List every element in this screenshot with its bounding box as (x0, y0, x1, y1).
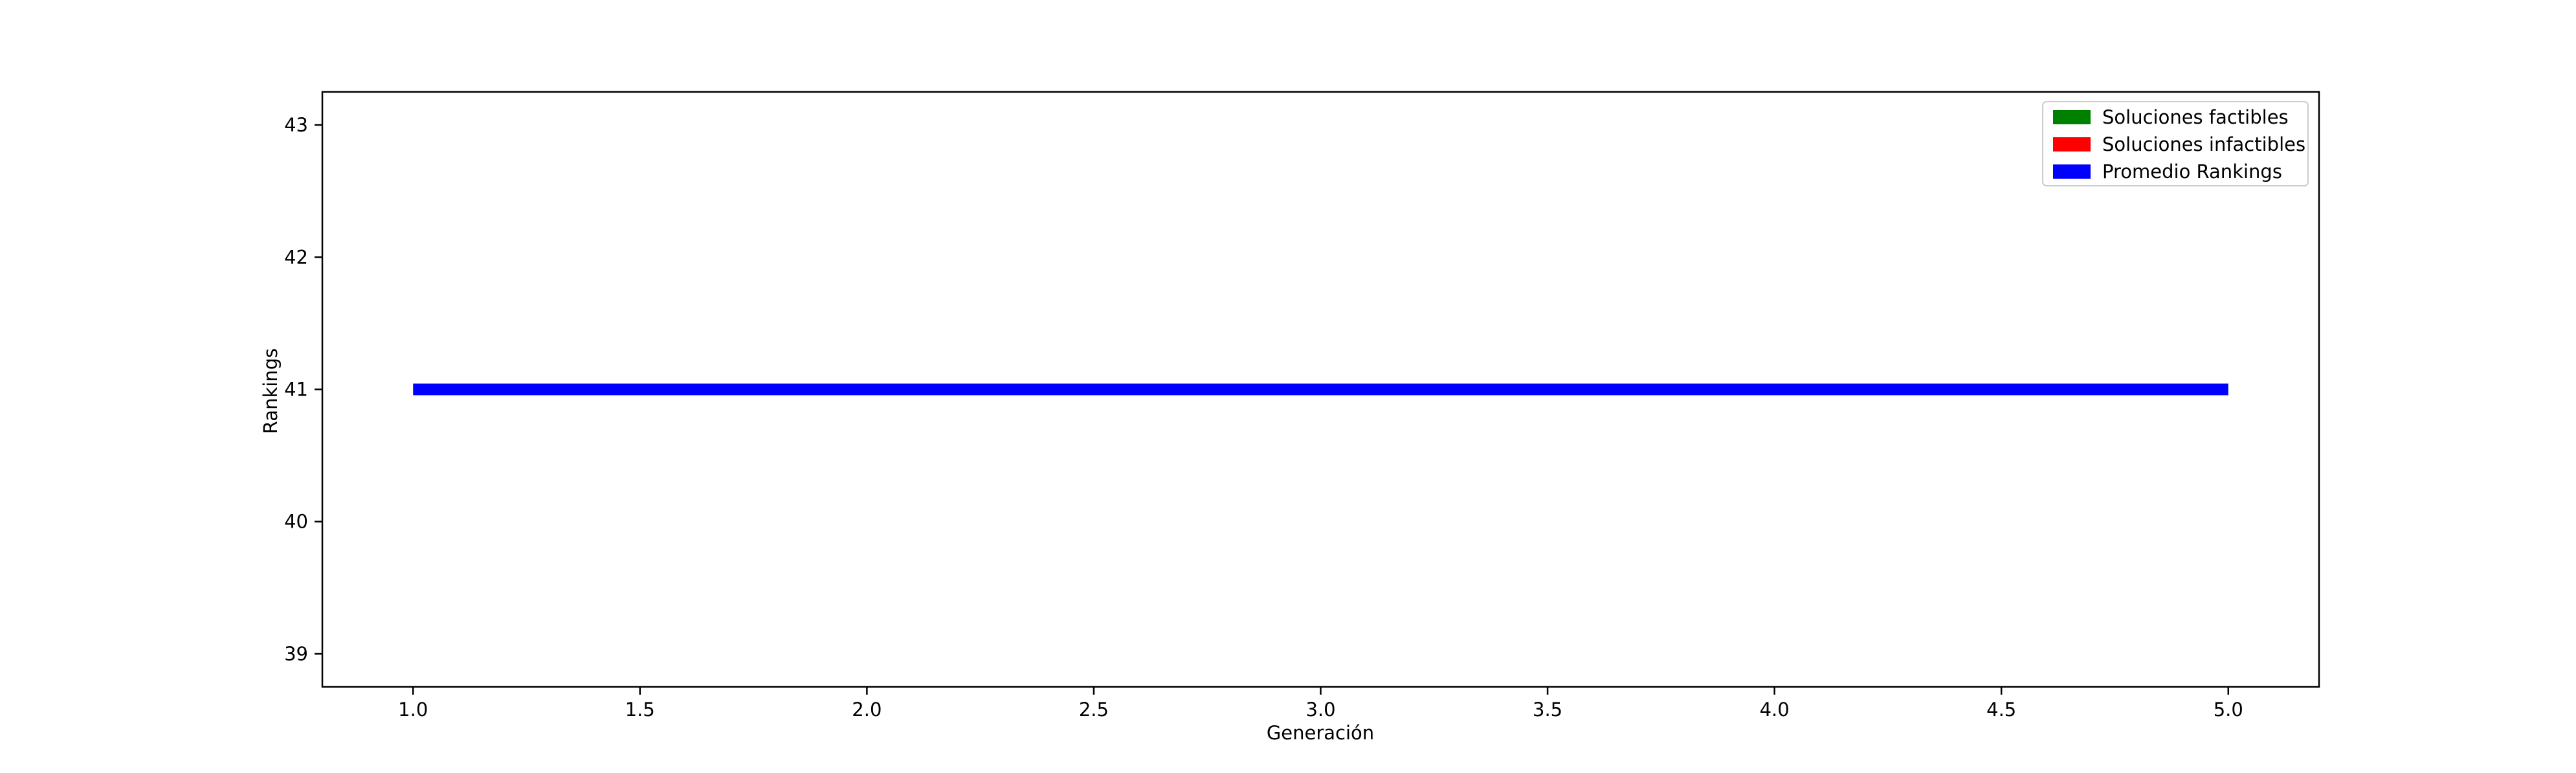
x-axis: 1.0 1.5 2.0 2.5 3.0 3.5 4.0 4.5 5.0 (398, 687, 2243, 721)
y-tick-label: 42 (284, 246, 308, 268)
x-axis-title: Generación (1267, 722, 1374, 744)
y-tick-label: 40 (284, 511, 308, 533)
legend-swatch (2053, 164, 2091, 179)
y-tick-label: 39 (284, 643, 308, 665)
x-tick-label: 4.5 (1986, 699, 2016, 721)
legend-swatch (2053, 110, 2091, 124)
y-axis-title: Rankings (260, 348, 282, 434)
legend-label: Soluciones infactibles (2102, 133, 2305, 155)
legend-label: Soluciones factibles (2102, 106, 2289, 128)
x-tick-label: 2.5 (1079, 699, 1109, 721)
x-tick-label: 5.0 (2214, 699, 2243, 721)
x-tick-label: 3.5 (1533, 699, 1562, 721)
x-tick-label: 4.0 (1760, 699, 1790, 721)
x-tick-label: 3.0 (1305, 699, 1335, 721)
legend-swatch (2053, 137, 2091, 151)
legend: Soluciones factibles Soluciones infactibl… (2042, 101, 2309, 186)
y-axis: 39 40 41 42 43 (284, 114, 322, 665)
legend-label: Promedio Rankings (2102, 161, 2282, 183)
x-tick-label: 2.0 (852, 699, 882, 721)
legend-box (2042, 101, 2309, 186)
x-tick-label: 1.0 (398, 699, 428, 721)
x-tick-label: 1.5 (625, 699, 655, 721)
y-tick-label: 43 (284, 114, 308, 136)
y-tick-label: 41 (284, 379, 308, 401)
